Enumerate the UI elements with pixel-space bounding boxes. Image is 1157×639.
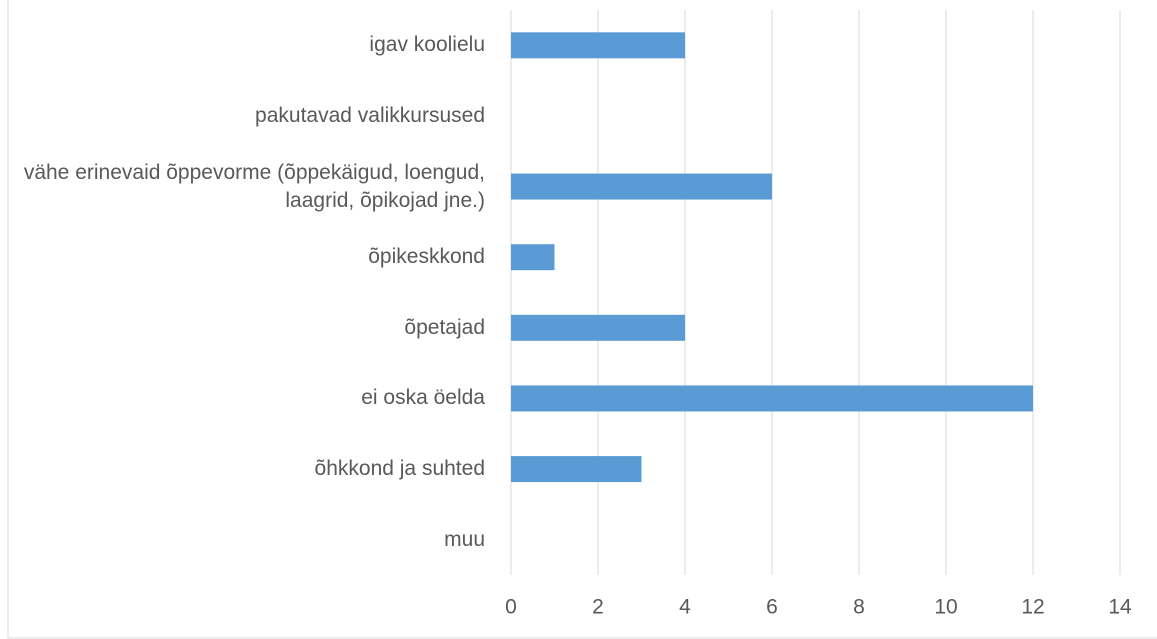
x-tick-label: 8 <box>853 596 865 619</box>
y-tick-label: muu <box>444 527 485 551</box>
bar <box>511 314 685 341</box>
bar <box>511 385 1033 412</box>
bar <box>511 173 772 200</box>
x-tick-label: 4 <box>679 596 691 619</box>
y-tick-label: ei oska öelda <box>361 386 485 410</box>
y-tick-label: pakutavad valikkursused <box>255 103 485 127</box>
chart-border <box>7 0 1157 639</box>
bar <box>511 456 642 483</box>
x-tick-label: 14 <box>1108 596 1132 619</box>
y-tick-label: vähe erinevaid õppevorme (õppekäigud, lo… <box>23 160 485 212</box>
x-tick-label: 12 <box>1021 596 1044 619</box>
x-tick-label: 6 <box>766 596 778 619</box>
y-tick-label: õhkkond ja suhted <box>314 457 485 481</box>
x-tick-label: 10 <box>934 596 957 619</box>
bar <box>511 244 555 271</box>
y-tick-label: õpikeskkond <box>368 245 485 269</box>
x-tick-label: 2 <box>592 596 604 619</box>
bar <box>511 32 685 59</box>
y-tick-label: igav koolielu <box>369 33 485 57</box>
y-tick-label: õpetajad <box>404 315 485 339</box>
x-tick-label: 0 <box>505 596 517 619</box>
